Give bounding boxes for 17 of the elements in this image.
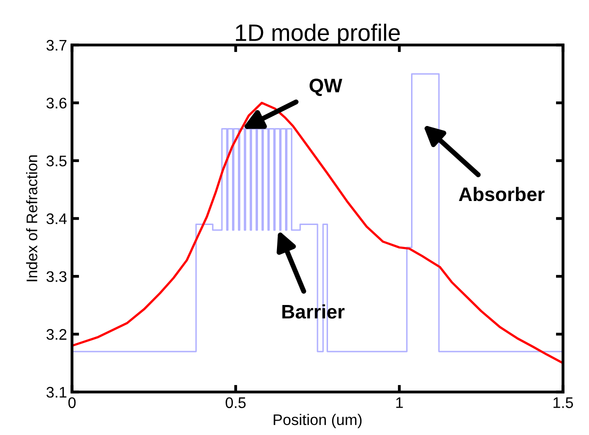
y-tick-label: 3.2: [46, 329, 66, 340]
x-tick-label: 0: [68, 397, 76, 408]
annotation: Barrier: [282, 304, 345, 319]
x-tick-label: 0.5: [226, 397, 246, 408]
chart-title: 1D mode profile: [236, 24, 400, 46]
annotation: QW: [310, 78, 342, 96]
x-axis-title: Position (um): [274, 414, 362, 428]
y-tick-label: 3.6: [46, 98, 66, 109]
x-tick-label: 1: [396, 397, 403, 408]
y-tick-label: 3.5: [46, 156, 66, 166]
x-tick-label: 1.5: [554, 397, 573, 408]
y-axis-title: Index of Refraction: [26, 155, 38, 282]
y-tick-label: 3.1: [46, 386, 66, 398]
annotation: Absorber: [458, 186, 545, 202]
y-tick-label: 3.4: [46, 213, 67, 224]
y-tick-label: 3.7: [46, 40, 66, 51]
y-tick-label: 3.3: [46, 271, 66, 282]
